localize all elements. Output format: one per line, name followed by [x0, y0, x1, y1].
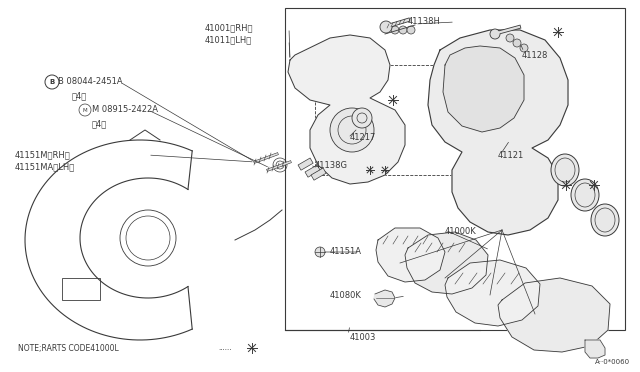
- Polygon shape: [376, 228, 445, 282]
- Bar: [311, 168, 326, 180]
- Text: NOTE;RARTS CODE41000L: NOTE;RARTS CODE41000L: [18, 343, 119, 353]
- Ellipse shape: [571, 179, 599, 211]
- Text: （4）: （4）: [72, 92, 87, 100]
- Text: 41151MA（LH）: 41151MA（LH）: [15, 163, 76, 171]
- Polygon shape: [445, 260, 540, 326]
- Circle shape: [352, 108, 372, 128]
- Text: 41121: 41121: [498, 151, 524, 160]
- Polygon shape: [288, 35, 405, 184]
- Polygon shape: [374, 290, 395, 307]
- Text: 41003: 41003: [350, 334, 376, 343]
- Circle shape: [513, 39, 521, 47]
- Circle shape: [490, 29, 500, 39]
- Text: 41138H: 41138H: [408, 17, 441, 26]
- Text: 41217: 41217: [350, 134, 376, 142]
- Circle shape: [506, 34, 514, 42]
- Circle shape: [399, 26, 407, 34]
- Text: 41011（LH）: 41011（LH）: [205, 35, 252, 45]
- Text: B: B: [49, 79, 54, 85]
- Text: 41138G: 41138G: [315, 160, 348, 170]
- Circle shape: [407, 26, 415, 34]
- Circle shape: [380, 21, 392, 33]
- Text: （4）: （4）: [92, 119, 108, 128]
- Text: ......: ......: [218, 345, 232, 351]
- Polygon shape: [498, 278, 610, 352]
- Ellipse shape: [591, 204, 619, 236]
- Text: 41151A: 41151A: [330, 247, 362, 257]
- Circle shape: [315, 247, 325, 257]
- Polygon shape: [405, 232, 488, 294]
- Bar: [62, 278, 100, 300]
- Text: 41128: 41128: [522, 51, 548, 60]
- Text: 41000K: 41000K: [445, 228, 477, 237]
- Text: A··0*0060: A··0*0060: [595, 359, 630, 365]
- Circle shape: [330, 108, 374, 152]
- Text: M 08915-2422A: M 08915-2422A: [92, 106, 158, 115]
- Polygon shape: [428, 30, 568, 235]
- Bar: [298, 158, 313, 170]
- Text: 41001（RH）: 41001（RH）: [205, 23, 253, 32]
- Text: M: M: [83, 108, 87, 112]
- Bar: [285, 8, 625, 330]
- Polygon shape: [585, 340, 605, 358]
- Text: 41151M（RH）: 41151M（RH）: [15, 151, 71, 160]
- Bar: [305, 165, 320, 177]
- Polygon shape: [443, 46, 524, 132]
- Circle shape: [520, 44, 528, 52]
- Circle shape: [391, 26, 399, 34]
- Ellipse shape: [551, 154, 579, 186]
- Text: 41080K: 41080K: [330, 292, 362, 301]
- Bar: [315, 65, 490, 175]
- Text: B 08044-2451A: B 08044-2451A: [58, 77, 123, 87]
